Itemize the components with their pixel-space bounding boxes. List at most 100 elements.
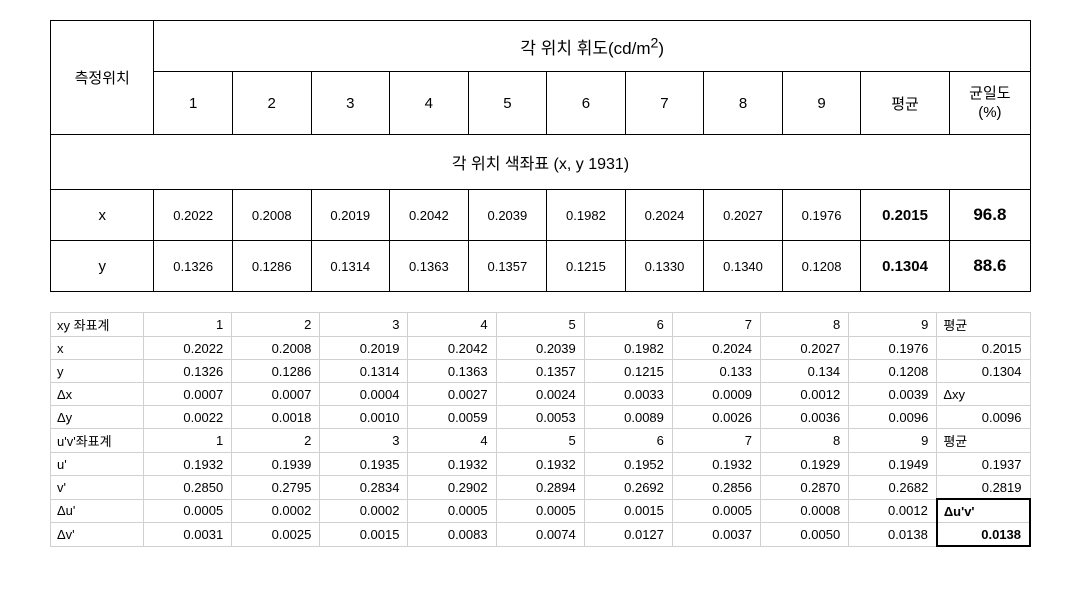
- cell: 0.1929: [761, 453, 849, 476]
- section-row: 각 위치 색좌표 (x, y 1931): [51, 135, 1031, 190]
- y-1: 0.1326: [154, 241, 233, 292]
- cell: 0.0089: [584, 406, 672, 429]
- table-row: u'v'좌표계123456789평균: [51, 429, 1031, 453]
- col-9: 9: [782, 72, 861, 135]
- cell: 0.2870: [761, 476, 849, 500]
- cell-last: Δu'v': [937, 499, 1030, 523]
- cell-last: 평균: [937, 313, 1030, 337]
- cell-last: 0.1937: [937, 453, 1030, 476]
- row-label: Δv': [51, 523, 144, 547]
- cell-last: 0.2819: [937, 476, 1030, 500]
- cell: 0.0012: [761, 383, 849, 406]
- table-row: v'0.28500.27950.28340.29020.28940.26920.…: [51, 476, 1031, 500]
- cell: 1: [144, 313, 232, 337]
- table-row: Δv'0.00310.00250.00150.00830.00740.01270…: [51, 523, 1031, 547]
- col-uniformity: 균일도(%): [949, 72, 1030, 135]
- cell: 6: [584, 313, 672, 337]
- y-label: y: [51, 241, 154, 292]
- y-9: 0.1208: [782, 241, 861, 292]
- cell: 0.134: [761, 360, 849, 383]
- cell: 0.0015: [584, 499, 672, 523]
- cell: 0.0083: [408, 523, 496, 547]
- cell: 0.1932: [408, 453, 496, 476]
- cell: 0.2039: [496, 337, 584, 360]
- cell: 0.2902: [408, 476, 496, 500]
- cell: 0.0059: [408, 406, 496, 429]
- cell: 0.0007: [232, 383, 320, 406]
- row-label: xy 좌표계: [51, 313, 144, 337]
- cell: 0.2042: [408, 337, 496, 360]
- cell: 0.0009: [672, 383, 760, 406]
- row-label: Δu': [51, 499, 144, 523]
- table-row: u'0.19320.19390.19350.19320.19320.19520.…: [51, 453, 1031, 476]
- cell: 3: [320, 313, 408, 337]
- measure-position-header: 측정위치: [51, 21, 154, 135]
- cell: 0.0039: [849, 383, 937, 406]
- table-row: Δy0.00220.00180.00100.00590.00530.00890.…: [51, 406, 1031, 429]
- cell: 0.0050: [761, 523, 849, 547]
- cell: 0.2024: [672, 337, 760, 360]
- cell-last: 0.0096: [937, 406, 1030, 429]
- col-3: 3: [311, 72, 390, 135]
- cell: 0.0031: [144, 523, 232, 547]
- x-label: x: [51, 190, 154, 241]
- header-row-2: 1 2 3 4 5 6 7 8 9 평균 균일도(%): [51, 72, 1031, 135]
- cell: 0.2022: [144, 337, 232, 360]
- table-row: xy 좌표계123456789평균: [51, 313, 1031, 337]
- x-2: 0.2008: [232, 190, 311, 241]
- y-3: 0.1314: [311, 241, 390, 292]
- x-8: 0.2027: [704, 190, 783, 241]
- cell: 0.1982: [584, 337, 672, 360]
- cell: 0.1357: [496, 360, 584, 383]
- col-2: 2: [232, 72, 311, 135]
- cell: 0.0002: [232, 499, 320, 523]
- cell: 0.2894: [496, 476, 584, 500]
- row-label: x: [51, 337, 144, 360]
- header-row-1: 측정위치 각 위치 휘도(cd/m2): [51, 21, 1031, 72]
- cell: 0.0096: [849, 406, 937, 429]
- cell: 0.0004: [320, 383, 408, 406]
- table-row: x0.20220.20080.20190.20420.20390.19820.2…: [51, 337, 1031, 360]
- x-3: 0.2019: [311, 190, 390, 241]
- cell: 0.1215: [584, 360, 672, 383]
- cell: 0.0010: [320, 406, 408, 429]
- x-9: 0.1976: [782, 190, 861, 241]
- cell: 5: [496, 429, 584, 453]
- cell: 0.0138: [849, 523, 937, 547]
- cell-last: Δxy: [937, 383, 1030, 406]
- y-avg: 0.1304: [861, 241, 949, 292]
- cell: 0.0007: [144, 383, 232, 406]
- chromaticity-header: 각 위치 색좌표 (x, y 1931): [51, 135, 1031, 190]
- cell: 0.0053: [496, 406, 584, 429]
- cell: 0.0036: [761, 406, 849, 429]
- cell: 0.1932: [672, 453, 760, 476]
- cell: 0.0005: [496, 499, 584, 523]
- cell: 3: [320, 429, 408, 453]
- col-5: 5: [468, 72, 547, 135]
- y-7: 0.1330: [625, 241, 704, 292]
- cell: 0.2856: [672, 476, 760, 500]
- cell: 0.2834: [320, 476, 408, 500]
- col-4: 4: [390, 72, 469, 135]
- row-label: u'v'좌표계: [51, 429, 144, 453]
- cell: 0.133: [672, 360, 760, 383]
- y-2: 0.1286: [232, 241, 311, 292]
- cell: 7: [672, 313, 760, 337]
- table-row: y0.13260.12860.13140.13630.13570.12150.1…: [51, 360, 1031, 383]
- cell: 4: [408, 429, 496, 453]
- cell: 0.1952: [584, 453, 672, 476]
- cell: 5: [496, 313, 584, 337]
- cell: 0.0022: [144, 406, 232, 429]
- cell: 0.0027: [408, 383, 496, 406]
- cell: 0.1939: [232, 453, 320, 476]
- table-row: Δu'0.00050.00020.00020.00050.00050.00150…: [51, 499, 1031, 523]
- x-5: 0.2039: [468, 190, 547, 241]
- cell: 0.2027: [761, 337, 849, 360]
- cell: 0.1286: [232, 360, 320, 383]
- cell: 0.0127: [584, 523, 672, 547]
- cell: 0.0005: [672, 499, 760, 523]
- cell-last: 평균: [937, 429, 1030, 453]
- x-1: 0.2022: [154, 190, 233, 241]
- cell: 0.0074: [496, 523, 584, 547]
- x-4: 0.2042: [390, 190, 469, 241]
